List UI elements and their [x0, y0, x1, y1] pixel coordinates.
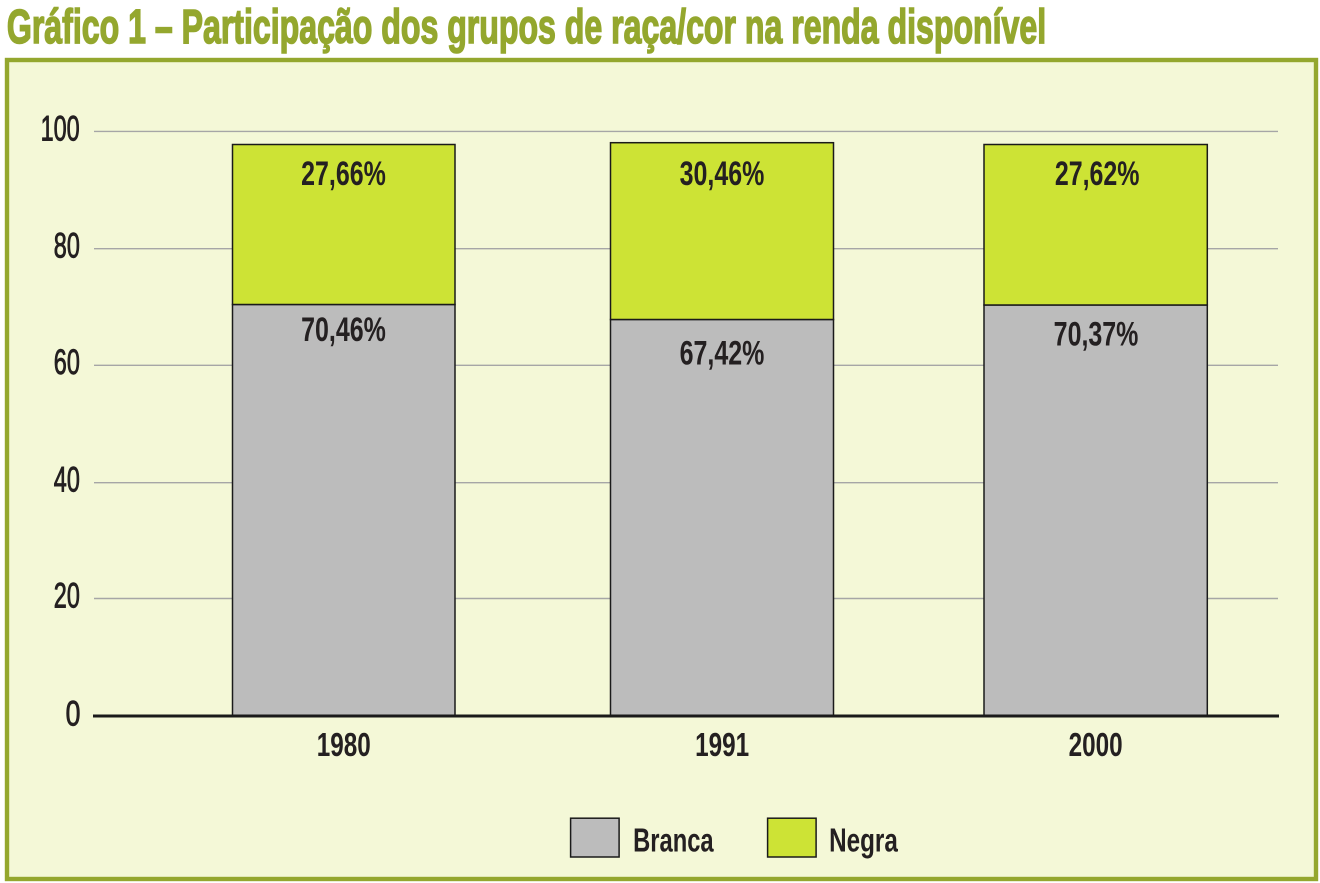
svg-text:80: 80: [54, 227, 80, 266]
svg-text:Branca: Branca: [633, 823, 714, 860]
svg-text:Negra: Negra: [829, 823, 898, 859]
svg-text:0: 0: [66, 694, 81, 734]
svg-text:40: 40: [54, 461, 80, 500]
svg-text:70,37%: 70,37%: [1054, 316, 1139, 354]
svg-text:2000: 2000: [1069, 727, 1123, 764]
svg-text:27,66%: 27,66%: [301, 155, 386, 193]
svg-text:Gráfico 1 – Participação dos g: Gráfico 1 – Participação dos grupos de r…: [7, 0, 1046, 54]
svg-text:100: 100: [41, 110, 80, 149]
svg-text:67,42%: 67,42%: [680, 335, 765, 373]
svg-text:70,46%: 70,46%: [301, 311, 386, 349]
svg-text:1980: 1980: [317, 727, 371, 764]
svg-text:20: 20: [54, 577, 80, 616]
svg-text:1991: 1991: [695, 727, 749, 764]
svg-text:27,62%: 27,62%: [1055, 155, 1140, 193]
svg-text:30,46%: 30,46%: [680, 155, 765, 193]
svg-text:60: 60: [54, 344, 80, 383]
